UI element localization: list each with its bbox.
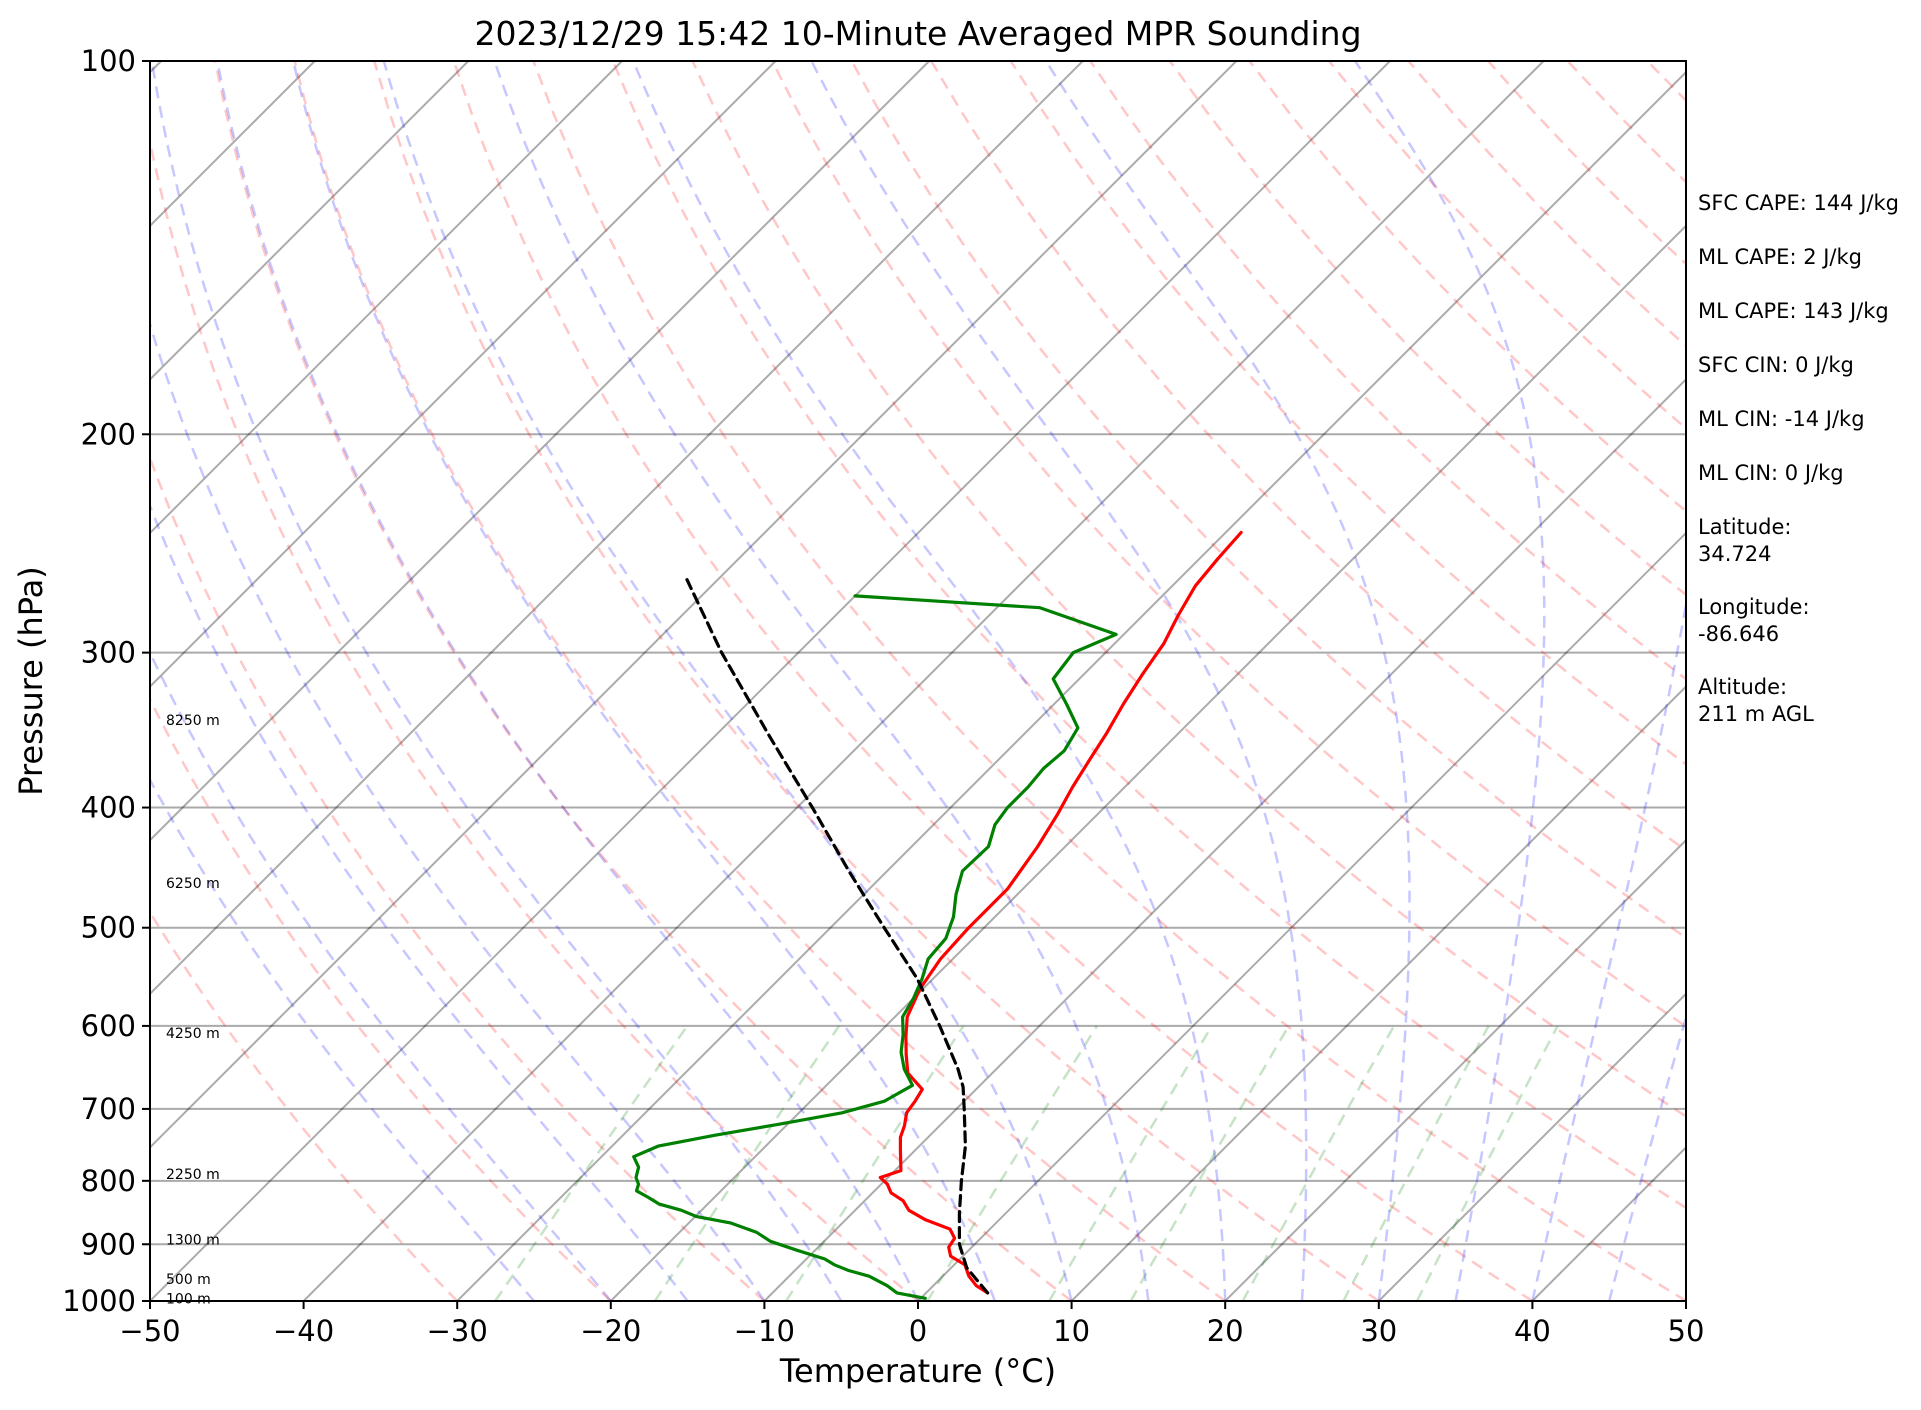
annotation-line: ML CIN: -14 J/kg (1698, 407, 1865, 431)
annotation-line: ML CIN: 0 J/kg (1698, 461, 1844, 485)
x-tick-label: −10 (734, 1314, 795, 1348)
x-tick-label: −30 (427, 1314, 488, 1348)
y-tick-label: 400 (81, 791, 136, 825)
y-axis-title: Pressure (hPa) (12, 566, 50, 796)
annotation-text: SFC CAPE: 144 J/kg (1698, 191, 1899, 215)
annotation-text: ML CIN: 0 J/kg (1698, 461, 1844, 485)
y-tick-label: 100 (81, 44, 136, 78)
x-tick-label: −40 (273, 1314, 334, 1348)
annotation-text: ML CAPE: 143 J/kg (1698, 299, 1889, 323)
annotation-text: SFC CIN: 0 J/kg (1698, 353, 1854, 377)
annotation-line: 34.724 (1698, 542, 1771, 566)
y-tick-label: 700 (81, 1092, 136, 1126)
y-tick-label: 900 (81, 1227, 136, 1261)
annotation-line: ML CAPE: 143 J/kg (1698, 299, 1889, 323)
height-label: 1300 m (166, 1232, 220, 1248)
height-label: 100 m (166, 1291, 211, 1307)
annotation-line: Latitude: (1698, 515, 1792, 539)
annotation-line: SFC CAPE: 144 J/kg (1698, 191, 1899, 215)
annotation-line: -86.646 (1698, 622, 1779, 646)
x-tick-label: −20 (580, 1314, 641, 1348)
height-label: 500 m (166, 1272, 211, 1288)
annotation-line: ML CAPE: 2 J/kg (1698, 245, 1862, 269)
height-label: 8250 m (166, 713, 220, 729)
x-tick-label: 40 (1514, 1314, 1551, 1348)
y-tick-label: 1000 (62, 1284, 136, 1318)
y-tick-label: 800 (81, 1164, 136, 1198)
annotation-line: Altitude: (1698, 675, 1787, 699)
y-tick-label: 600 (81, 1009, 136, 1043)
annotation-text: ML CIN: -14 J/kg (1698, 407, 1865, 431)
y-tick-label: 300 (81, 636, 136, 670)
annotation-text: ML CAPE: 2 J/kg (1698, 245, 1862, 269)
x-tick-label: 50 (1668, 1314, 1705, 1348)
y-tick-label: 500 (81, 911, 136, 945)
annotation-line: 211 m AGL (1698, 702, 1814, 726)
annotation-line: Longitude: (1698, 595, 1810, 619)
x-tick-label: 0 (909, 1314, 927, 1348)
x-tick-label: 20 (1207, 1314, 1244, 1348)
x-tick-label: 10 (1053, 1314, 1090, 1348)
x-tick-label: −50 (119, 1314, 180, 1348)
height-label: 6250 m (166, 876, 220, 892)
x-tick-label: 30 (1360, 1314, 1397, 1348)
y-tick-label: 200 (81, 417, 136, 451)
chart-title: 2023/12/29 15:42 10-Minute Averaged MPR … (474, 14, 1361, 53)
x-axis-title: Temperature (°C) (779, 1352, 1056, 1390)
height-label: 2250 m (166, 1167, 220, 1183)
annotation-line: SFC CIN: 0 J/kg (1698, 353, 1854, 377)
height-label: 4250 m (166, 1026, 220, 1042)
